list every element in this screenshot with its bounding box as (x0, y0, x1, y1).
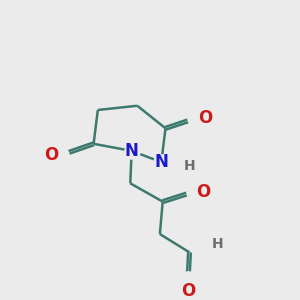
Text: N: N (154, 153, 168, 171)
Text: H: H (212, 237, 224, 251)
Text: H: H (184, 159, 196, 173)
Text: O: O (196, 183, 211, 201)
Text: N: N (125, 142, 139, 160)
Text: O: O (44, 146, 58, 164)
Text: O: O (198, 110, 212, 128)
Text: O: O (181, 282, 195, 300)
